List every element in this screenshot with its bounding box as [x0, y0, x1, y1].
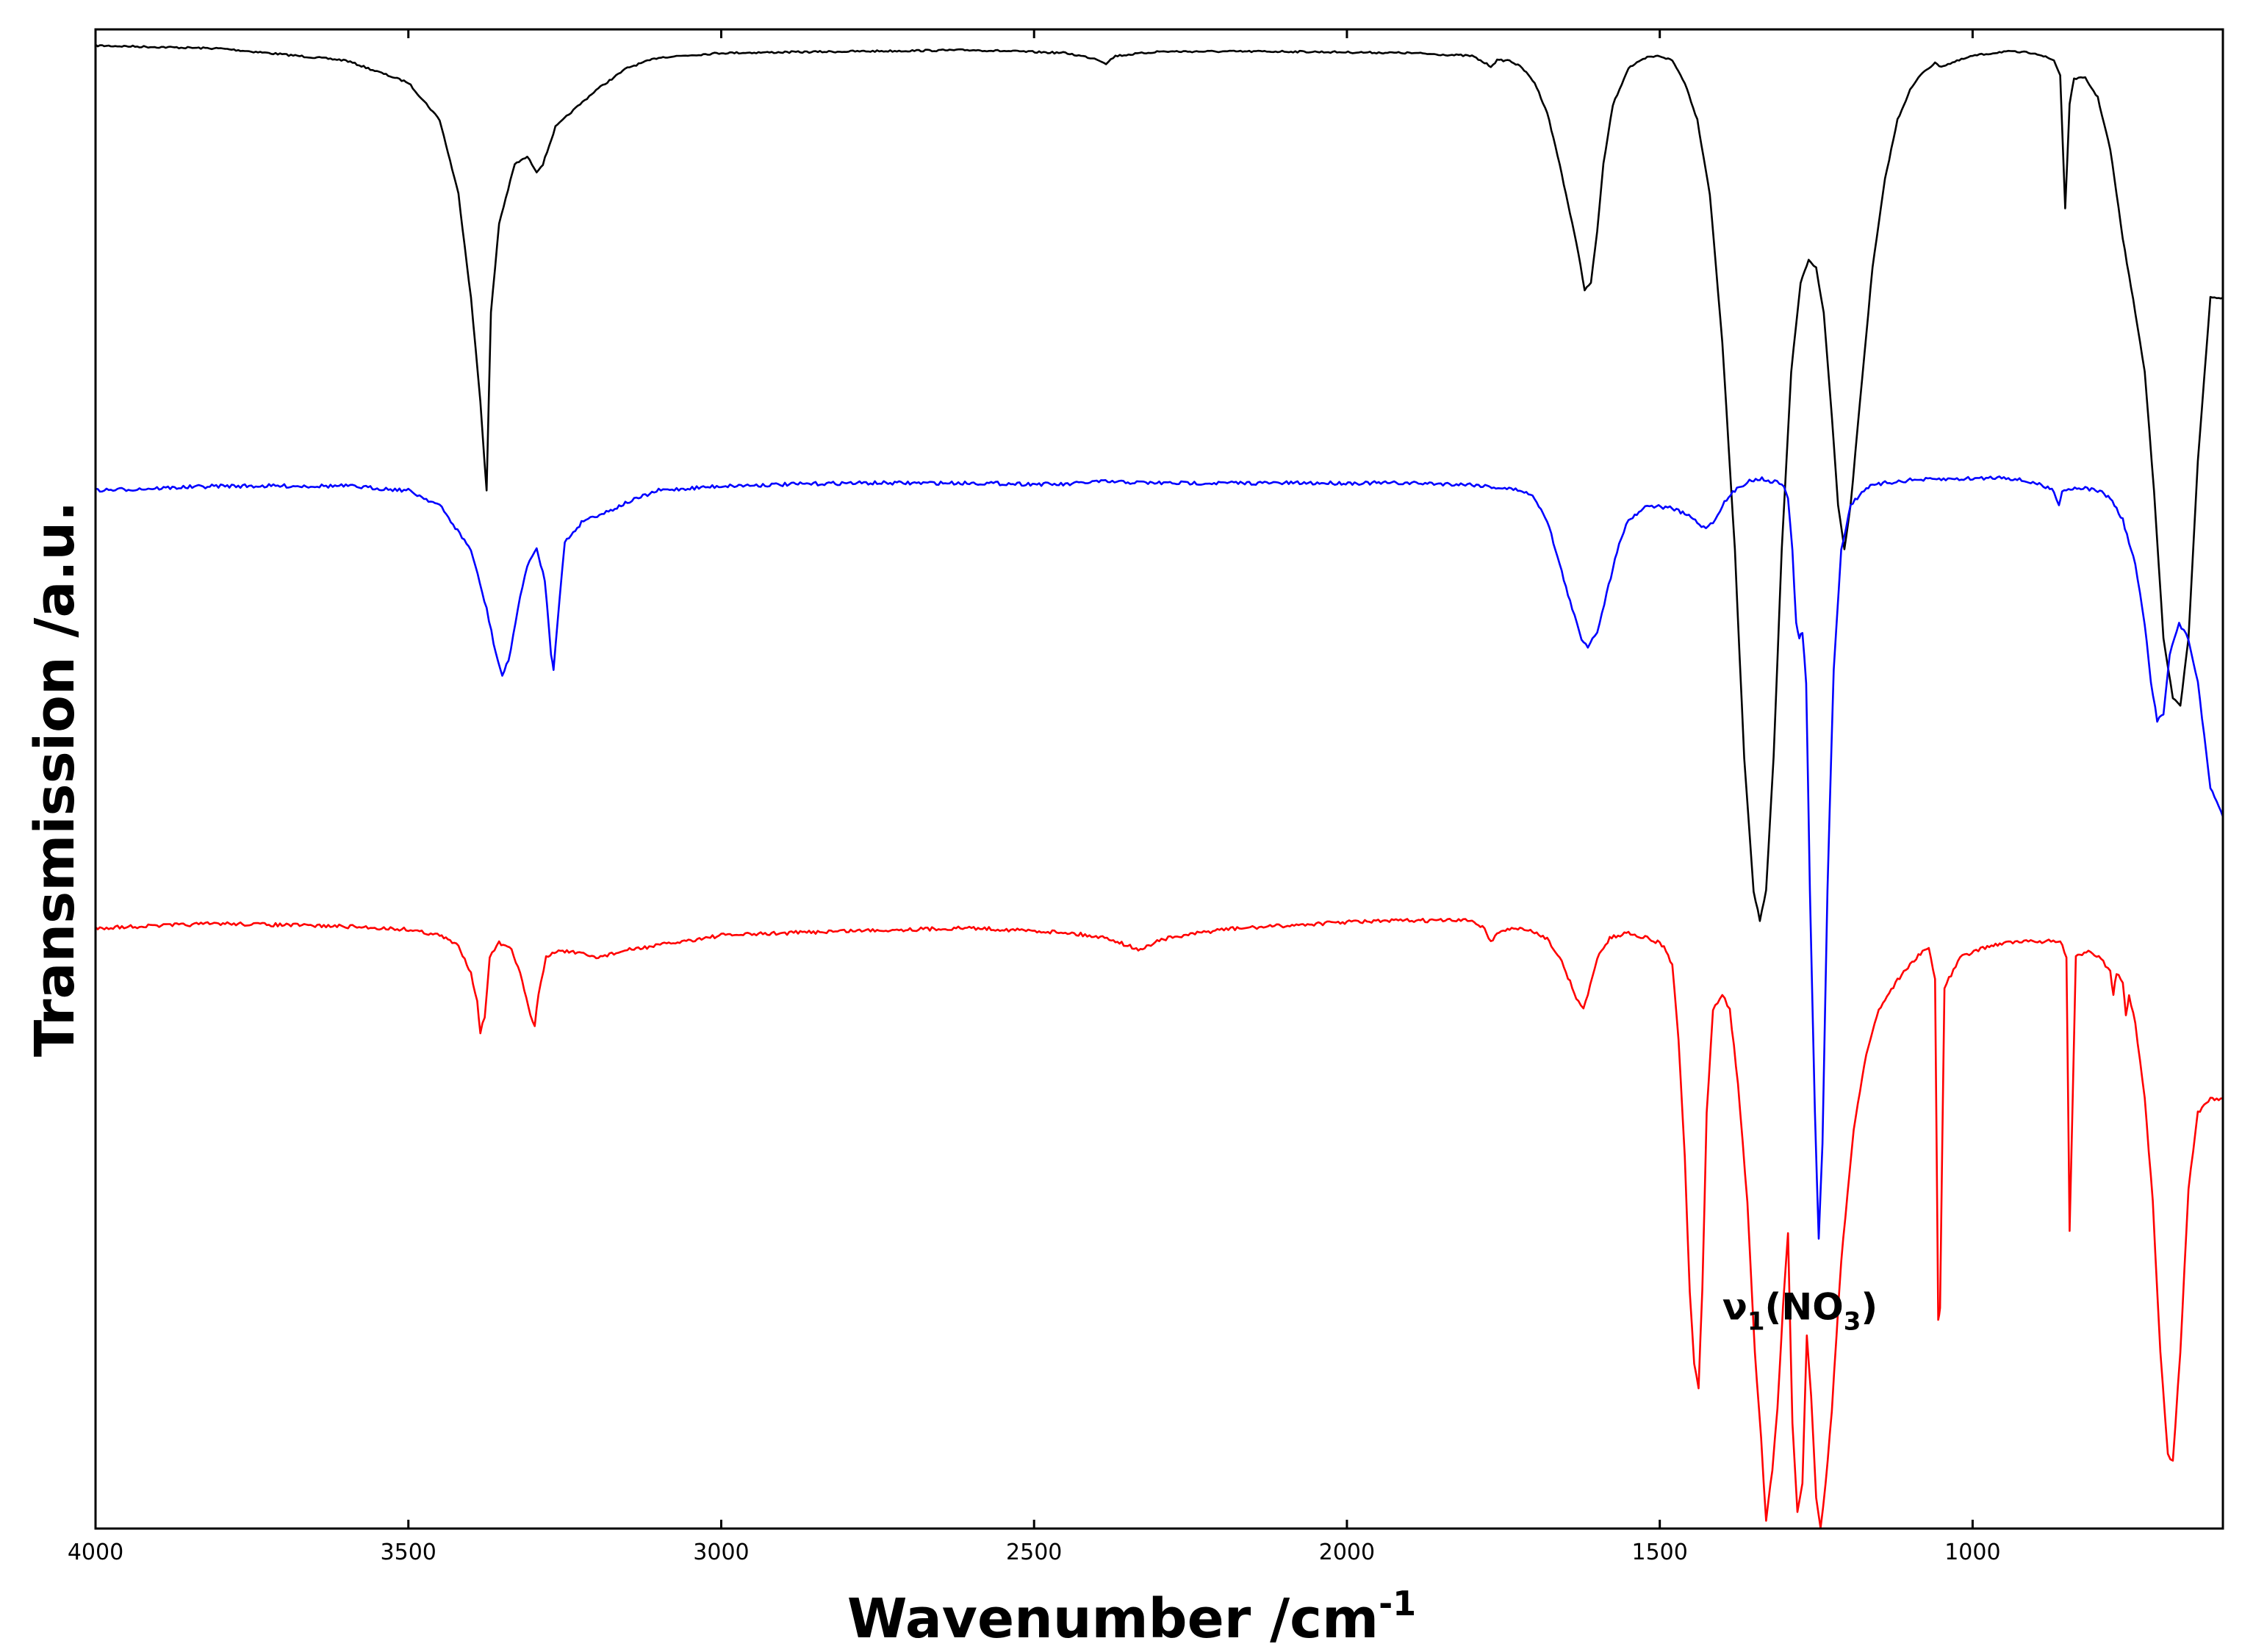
annotation-nu: ν: [1722, 1285, 1747, 1328]
annotation-sub-3: 3: [1844, 1307, 1861, 1336]
x-tick-label: 4000: [68, 1540, 123, 1565]
x-tick-label: 1000: [1944, 1540, 2000, 1565]
x-tick-label: 3000: [693, 1540, 749, 1565]
x-axis-ticks: 4000 3500 3000 2500 2000 1500 1000: [68, 29, 2001, 1565]
x-axis-label: Wavenumber /cm-1: [847, 1584, 1416, 1651]
x-tick-label: 2500: [1006, 1540, 1062, 1565]
spectrum-line-3: [95, 917, 2224, 1529]
series-layer: [95, 43, 2224, 1529]
x-tick-label: 3500: [381, 1540, 436, 1565]
annotation-no: (NO: [1765, 1285, 1844, 1328]
nu1-no3-annotation: ν1(NO3): [1722, 1285, 1878, 1336]
x-tick-label: 2000: [1319, 1540, 1375, 1565]
spectrum-line-2: [95, 475, 2224, 1240]
x-tick-label: 1500: [1631, 1540, 1687, 1565]
annotation-sub-1: 1: [1747, 1307, 1765, 1336]
x-axis-label-superscript: -1: [1379, 1584, 1416, 1623]
y-axis-label: Transmission /a.u.: [24, 501, 87, 1057]
annotation-close-paren: ): [1861, 1285, 1878, 1328]
plot-area-frame: [94, 28, 2224, 1530]
x-axis-label-main: Wavenumber /cm: [847, 1587, 1379, 1651]
spectrum-line-1: [95, 43, 2224, 922]
